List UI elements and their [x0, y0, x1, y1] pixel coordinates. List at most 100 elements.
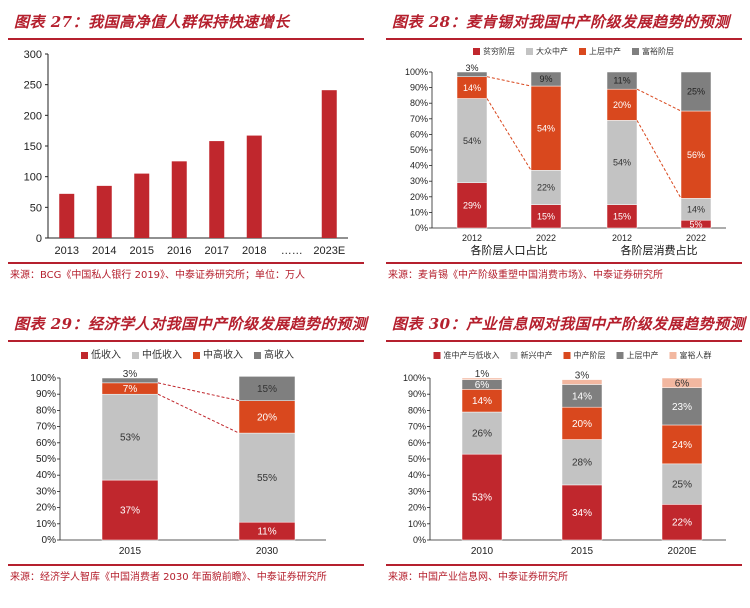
- y-tick-label: 50: [30, 202, 42, 214]
- legend-swatch: [616, 352, 624, 359]
- panel-source-bar: 来源：BCG《中国私人银行 2019》、中泰证券研究所；单位：万人: [8, 262, 364, 288]
- group-label: 各阶层消费占比: [621, 243, 698, 257]
- panel-fig29: 图表 29：经济学人对我国中产阶级发展趋势的预测 低收入 中低收入 中高收入 高收入 0…: [8, 310, 367, 606]
- bar-segment: [238, 432, 296, 523]
- y-tick-label: 80%: [408, 405, 426, 415]
- y-tick-label: 80%: [36, 405, 56, 416]
- panel-fig30: 图表 30：产业信息网对我国中产阶级发展趋势预测 准中产与低收入 新兴中产 中产阶层…: [386, 310, 746, 606]
- panel-title-bar: 图表 27：我国高净值人群保持快速增长: [8, 8, 364, 40]
- y-tick-label: 0%: [413, 535, 426, 545]
- bar-segment: [680, 71, 712, 112]
- data-label: 54%: [537, 123, 555, 133]
- x-tick-label: 2016: [167, 245, 191, 257]
- x-tick-label: 2015: [130, 245, 154, 257]
- legend-label: 富裕阶层: [642, 46, 674, 56]
- bar-segment: [456, 71, 488, 77]
- panel-source: 来源：中国产业信息网、中泰证券研究所: [388, 572, 568, 583]
- bar-segment: [101, 393, 159, 481]
- panel-title: 图表 30：产业信息网对我国中产阶级发展趋势预测: [392, 315, 746, 333]
- data-label: 54%: [613, 158, 631, 168]
- bar-segment: [456, 182, 488, 229]
- x-tick-label: 2013: [55, 245, 79, 257]
- x-tick-label: 2015: [119, 546, 142, 557]
- data-label: 22%: [672, 518, 692, 529]
- y-tick-label: 60%: [410, 129, 428, 139]
- data-label: 15%: [613, 211, 631, 221]
- y-tick-label: 100%: [403, 373, 426, 383]
- data-label: 1%: [475, 369, 490, 380]
- x-tick-label: 2022: [536, 233, 556, 243]
- connector-line: [157, 393, 240, 434]
- bar: [171, 161, 187, 238]
- y-tick-label: 60%: [36, 438, 56, 449]
- data-label: 37%: [120, 506, 140, 517]
- data-label: 11%: [257, 527, 276, 538]
- panel-title: 图表 27：我国高净值人群保持快速增长: [14, 13, 290, 31]
- connector-line: [486, 98, 532, 171]
- legend-swatch: [510, 352, 518, 359]
- legend-label: 高收入: [264, 348, 294, 361]
- bar-segment: [561, 379, 603, 385]
- data-label: 6%: [675, 378, 690, 389]
- bar-segment: [461, 411, 503, 455]
- bar-segment: [238, 376, 296, 401]
- y-tick-label: 100%: [405, 67, 428, 77]
- panel-source-bar: 来源：麦肯锡《中产阶级重塑中国消费市场》、中泰证券研究所: [386, 262, 742, 288]
- y-tick-label: 10%: [36, 519, 56, 530]
- group-label: 各阶层人口占比: [471, 243, 548, 257]
- y-tick-label: 50%: [36, 454, 56, 465]
- y-tick-label: 100: [24, 172, 42, 184]
- x-tick-label: 2020E: [668, 546, 697, 557]
- data-label: 14%: [463, 83, 481, 93]
- data-label: 25%: [672, 480, 692, 491]
- data-label: 55%: [257, 473, 277, 484]
- y-tick-label: 40%: [410, 161, 428, 171]
- y-tick-label: 10%: [410, 207, 428, 217]
- bar-segment: [661, 387, 703, 426]
- legend-label: 贫穷阶层: [483, 46, 515, 56]
- data-label: 56%: [687, 150, 705, 160]
- y-tick-label: 40%: [36, 470, 56, 481]
- y-tick-label: 50%: [408, 454, 426, 464]
- bar: [321, 90, 337, 238]
- y-tick-label: 200: [24, 110, 42, 122]
- y-tick-label: 70%: [36, 422, 56, 433]
- legend-label: 低收入: [91, 348, 121, 361]
- y-tick-label: 50%: [410, 145, 428, 155]
- y-tick-label: 70%: [408, 422, 426, 432]
- x-tick-label: 2022: [686, 233, 706, 243]
- legend-swatch: [473, 48, 480, 55]
- data-label: 15%: [257, 384, 277, 395]
- bar-segment: [606, 88, 638, 121]
- connector-line: [486, 76, 532, 87]
- data-label: 15%: [537, 211, 555, 221]
- data-label: 34%: [572, 508, 592, 519]
- legend-label: 上层中产: [627, 350, 659, 360]
- panel-source-bar: 来源：经济学人智库《中国消费者 2030 年面貌前瞻》、中泰证券研究所: [8, 564, 364, 606]
- legend-swatch: [433, 352, 441, 359]
- data-label: 14%: [472, 396, 492, 407]
- legend-label: 新兴中产: [521, 350, 553, 360]
- bar-segment: [530, 71, 562, 87]
- legend-swatch: [632, 48, 639, 55]
- y-tick-label: 30%: [410, 176, 428, 186]
- bar-segment: [606, 71, 638, 90]
- bar: [59, 193, 75, 238]
- data-label: 22%: [537, 183, 555, 193]
- x-tick-label: 2017: [205, 245, 229, 257]
- chart-fig28: 贫穷阶层 大众中产 上层中产 富裕阶层 0% 10% 20% 30% 40% 50% 60% 70% 8…: [405, 46, 726, 257]
- panel-title-bar: 图表 28：麦肯锡对我国中产阶级发展趋势的预测: [386, 8, 742, 40]
- chart-fig30: 准中产与低收入 新兴中产 中产阶层 上层中产 富裕人群 0% 10% 20% 30% 40% 50%…: [403, 350, 726, 557]
- panel-source-bar: 来源：中国产业信息网、中泰证券研究所: [386, 564, 742, 590]
- data-label: 20%: [613, 100, 631, 110]
- x-tick-label: 2014: [92, 245, 116, 257]
- bar: [134, 173, 150, 238]
- data-label: 14%: [687, 204, 705, 214]
- y-tick-label: 0%: [42, 535, 57, 546]
- x-tick-label: 2030: [256, 546, 279, 557]
- data-label: 5%: [689, 219, 702, 229]
- legend-swatch: [579, 48, 586, 55]
- chart-fig27: 0 50 100 150 200 250 300 2013 2014 2015 2016 2017 20…: [24, 49, 348, 257]
- data-label: 6%: [475, 380, 490, 391]
- x-tick-label: 2015: [571, 546, 594, 557]
